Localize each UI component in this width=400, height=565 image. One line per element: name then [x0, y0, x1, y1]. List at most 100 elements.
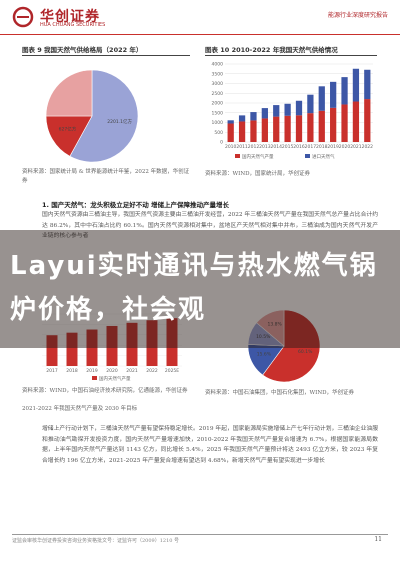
x-tick-label: 2021 [126, 368, 138, 374]
page-number: 11 [374, 536, 382, 543]
y-tick-label: 0 [220, 140, 223, 146]
bar-国内天然气产量-2017 [307, 113, 314, 142]
supply-pie-chart: 2201.1亿方 627亿方 [45, 69, 139, 163]
x-tick-label: 2019 [86, 368, 98, 374]
bar-进口天然气-2021 [352, 68, 360, 102]
bar-国内天然气产量-2015 [284, 115, 291, 142]
x-tick-label: 2022 [146, 368, 158, 374]
x-tick-label: 2018 [66, 368, 78, 374]
bar-国内天然气产量-2018 [318, 110, 325, 142]
page-header: 华创证券 HUA CHUANG SECURITIES 能源行业深度研究报告 [0, 0, 400, 35]
bar-进口天然气-2012 [250, 112, 257, 121]
y-tick-label: 3500 [212, 71, 224, 77]
brand-logo-icon [12, 6, 34, 28]
x-tick-label: 2016 [293, 144, 305, 150]
bar-进口天然气-2015 [284, 103, 291, 116]
bar-进口天然气-2022 [364, 69, 371, 100]
bar-国内天然气产量-2011 [238, 121, 246, 142]
supply-pie-label-0: 2201.1亿方 [107, 118, 132, 125]
bar-国内天然气产量-2014 [273, 116, 280, 142]
bar-国内天然气产量-2022 [364, 99, 371, 142]
x-tick-label: 2010 [225, 144, 237, 150]
paragraph-growth: 增储上产行动计划下，三桶油天然气产量有望保持稳定增长。2019 年起，国家能源局… [42, 426, 378, 464]
figure-10-rule [205, 55, 377, 56]
production-bar-chart: 2017 2018 2019 2020 2021 2022 2025E 国内天然气产量 [42, 313, 182, 382]
bar-国内天然气产量-2010 [227, 123, 234, 142]
legend-label: 国内天然气产量 [99, 375, 131, 382]
figure-12-source: 资料来源：中国石油集团，中国石化集团，WIND，华创证券 [205, 390, 355, 396]
legend-swatch [305, 154, 310, 158]
production-bar-2020 [106, 325, 118, 366]
y-tick-label: 2500 [212, 91, 224, 97]
legend-swatch [92, 376, 97, 380]
report-type: 能源行业深度研究报告 [327, 12, 388, 19]
bar-进口天然气-2011 [238, 115, 246, 122]
x-tick-label: 2022 [362, 144, 374, 150]
figure-9-source: 资料来源：国家统计局 & 世界能源统计年鉴，2022 年数据，华创证券 [22, 169, 190, 184]
share-pie-slice-3 [256, 309, 285, 347]
figure-10-source: 资料来源：WIND，国家统计局，华创证券 [205, 171, 311, 177]
x-tick-label: 2019 [327, 144, 339, 150]
share-pie-label-0: 60.1% [298, 349, 313, 355]
production-bar-2022 [146, 320, 158, 366]
share-pie-label-2: 10.5% [256, 334, 271, 340]
overlay-title: Layui实时通讯与热水燃气锅炉价格，社会观 [10, 251, 378, 325]
bar-进口天然气-2010 [227, 120, 234, 124]
x-tick-label: 2020 [106, 368, 118, 374]
share-pie-chart: 60.1% 15.6% 10.5% 13.8% [247, 309, 321, 383]
legend-swatch [235, 154, 240, 158]
production-bar-2017 [46, 335, 58, 366]
y-tick-label: 1000 [212, 120, 224, 126]
title-overlay-band [0, 230, 400, 348]
x-tick-label: 2025E [165, 368, 179, 374]
brand-name: 华创证券 [40, 9, 100, 25]
x-tick-label: 2012 [248, 144, 260, 150]
bar-进口天然气-2018 [318, 86, 325, 111]
x-tick-label: 2015 [282, 144, 294, 150]
x-tick-label: 2017 [305, 144, 317, 150]
bar-进口天然气-2017 [307, 94, 314, 114]
section-heading: 1. 国产天然气：龙头积极立足好不动 增储上产保障推动产量增长 [42, 201, 230, 209]
figure-9-rule [22, 55, 190, 56]
x-tick-label: 2011 [236, 144, 248, 150]
bar-进口天然气-2016 [295, 100, 303, 116]
legend-label: 进口天然气 [312, 153, 335, 160]
bar-国内天然气产量-2021 [352, 101, 360, 142]
supply-pie-slice-2 [45, 69, 93, 117]
y-tick-label: 500 [214, 130, 223, 136]
bar-国内天然气产量-2013 [261, 118, 268, 142]
production-bar-2019 [86, 329, 98, 366]
brand-name-en: HUA CHUANG SECURITIES [40, 22, 106, 28]
bar-国内天然气产量-2019 [330, 107, 337, 142]
bar-国内天然气产量-2012 [250, 120, 257, 142]
x-tick-label: 2018 [316, 144, 328, 150]
production-bar-2021 [126, 322, 138, 366]
figure-9-title: 图表 9 我国天然气供给格局（2022 年） [22, 46, 143, 54]
figure-11-source: 资料来源：WIND，中国石油经济技术研究院，亿通能源，华创证券 [22, 388, 188, 394]
production-bar-2018 [66, 332, 78, 366]
bar-进口天然气-2013 [261, 108, 268, 119]
x-tick-label: 2013 [259, 144, 271, 150]
y-tick-label: 2000 [212, 101, 224, 107]
x-tick-label: 2017 [46, 368, 58, 374]
y-tick-label: 4000 [212, 62, 224, 68]
x-tick-label: 2021 [350, 144, 362, 150]
bar-进口天然气-2020 [341, 77, 348, 105]
supply-pie-label-1: 627亿方 [59, 126, 77, 133]
bar-国内天然气产量-2020 [341, 104, 348, 142]
y-tick-label: 1500 [212, 110, 224, 116]
share-pie-slice-0 [262, 309, 321, 383]
production-bar-2025E [166, 318, 178, 366]
supply-pie-slice-0 [69, 69, 139, 163]
y-tick-label: 3000 [212, 81, 224, 87]
bar-国内天然气产量-2016 [295, 115, 303, 142]
footer-rule [12, 534, 388, 535]
figure-10-title: 图表 10 2010-2022 年我国天然气供给情况 [205, 46, 338, 54]
figure-11-caption: 2021-2022 年我国天然气产量及 2030 年目标 [22, 406, 138, 412]
x-tick-label: 2020 [339, 144, 351, 150]
supply-bar-chart: 0 500 1000 1500 2000 2500 3000 3500 4000 2010 2011… [212, 62, 374, 161]
share-pie-label-3: 13.8% [267, 322, 282, 328]
supply-pie-slice-1 [45, 115, 93, 157]
x-tick-label: 2014 [271, 144, 283, 150]
legend-label: 国内天然气产量 [242, 153, 274, 160]
